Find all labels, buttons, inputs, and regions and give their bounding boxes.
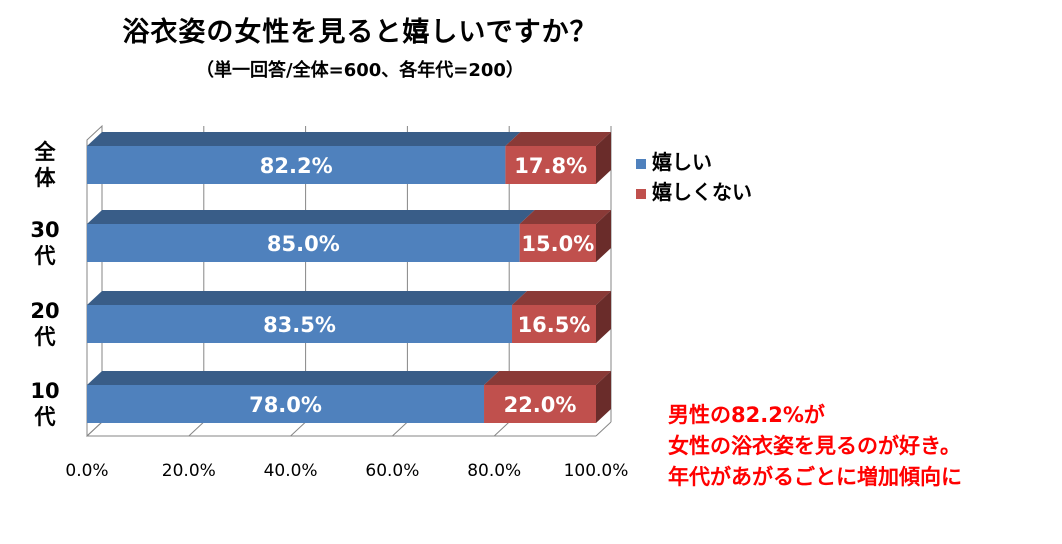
annotation-line: 男性の82.2%が — [668, 403, 825, 427]
chart-title: 浴衣姿の女性を見ると嬉しいですか？ — [122, 17, 598, 48]
data-label: 16.5% — [518, 313, 591, 337]
x-tick-label: 0.0% — [65, 461, 108, 481]
bar-segment — [87, 224, 520, 262]
annotation-note: 男性の82.2%が 女性の浴衣姿を見るのが好き。 年代があがるごとに増加傾向に — [668, 400, 962, 493]
gridline-floor — [290, 421, 306, 437]
gridline-floor — [493, 421, 510, 437]
bar-segment — [484, 385, 596, 423]
gridline-floor — [595, 421, 612, 437]
gridline-floor — [188, 421, 205, 437]
bar-top-face — [87, 371, 500, 385]
gridline-floor — [392, 421, 408, 437]
bar-segment — [512, 305, 596, 343]
data-label: 22.0% — [504, 393, 577, 417]
bar-segment — [87, 385, 485, 423]
x-tick-label: 40.0% — [264, 461, 318, 481]
bar-top-face — [512, 291, 611, 305]
data-label: 78.0% — [249, 393, 322, 417]
legend-label: 嬉しくない — [652, 180, 752, 204]
legend-swatch — [636, 188, 646, 199]
category-label: 全体 — [34, 140, 57, 190]
y-axis-categories: 全体 30 代 20 代 10 代 — [30, 140, 59, 429]
bar-top-face — [87, 132, 521, 146]
bar-top-face — [505, 132, 611, 146]
legend-item-happy: 嬉しい — [636, 146, 712, 175]
legend-item-not-happy: 嬉しくない — [636, 176, 752, 205]
data-label: 17.8% — [514, 154, 587, 178]
x-tick-label: 20.0% — [162, 461, 216, 481]
category-label: 10 代 — [30, 379, 59, 429]
category-label: 30 代 — [30, 218, 59, 268]
bar-side-face — [596, 371, 611, 423]
legend-label: 嬉しい — [652, 150, 712, 174]
data-label: 83.5% — [263, 313, 336, 337]
data-label: 85.0% — [267, 232, 340, 256]
x-axis-ticks: 0.0% 20.0% 40.0% 60.0% 80.0% 100.0% — [65, 461, 628, 481]
annotation-line: 女性の浴衣姿を見るのが好き。 — [668, 434, 961, 458]
bar-top-face — [484, 371, 611, 385]
x-tick-label: 100.0% — [564, 461, 629, 481]
chart-subtitle: （単一回答/全体=600、各年代=200） — [196, 60, 524, 81]
annotation-line: 年代があがるごとに増加傾向に — [668, 465, 962, 489]
bar-segment — [87, 305, 513, 343]
data-label: 15.0% — [521, 232, 594, 256]
bar-side-face — [596, 291, 611, 343]
bars: 82.2% 17.8% 85.0% 15.0% 83.5% 16.5% 78.0% 22.0% — [87, 132, 611, 423]
bar-segment — [87, 146, 506, 184]
legend-swatch — [636, 158, 646, 169]
bar-top-face — [87, 210, 535, 224]
x-tick-label: 60.0% — [365, 461, 419, 481]
bar-side-face — [596, 210, 611, 262]
gridline-floor — [86, 421, 103, 437]
category-label: 20 代 — [30, 299, 59, 349]
plot-floor — [87, 435, 596, 437]
bar-segment — [519, 224, 596, 262]
bar-side-face — [596, 132, 611, 184]
bar-top-face — [519, 210, 611, 224]
data-label: 82.2% — [260, 154, 333, 178]
bar-segment — [505, 146, 596, 184]
x-tick-label: 80.0% — [467, 461, 521, 481]
bar-top-face — [87, 291, 528, 305]
